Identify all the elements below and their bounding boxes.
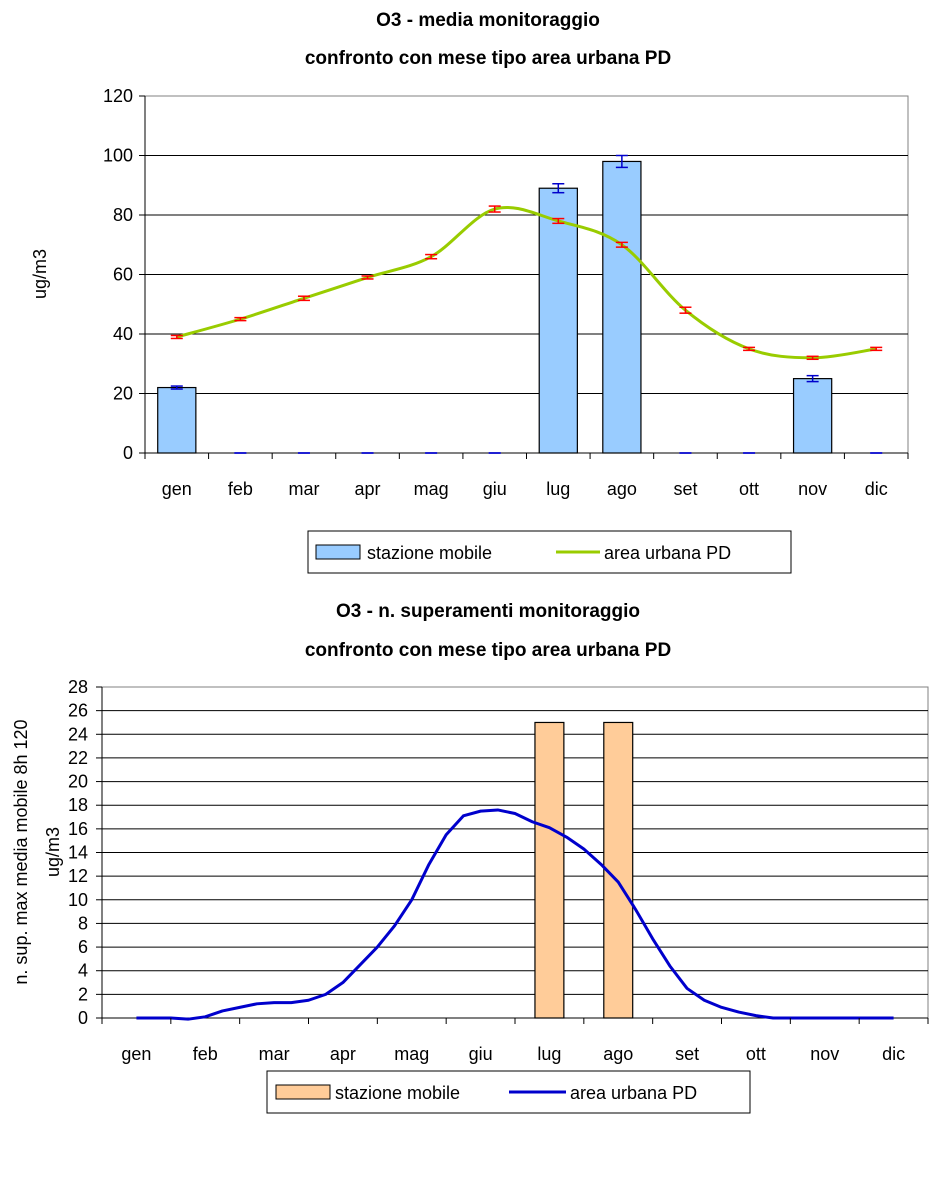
chart2-y-tick-label: 6 [78, 937, 88, 957]
chart2-legend-box [266, 1070, 751, 1114]
chart1-legend-bar-label: stazione mobile [367, 543, 492, 563]
chart2-y-tick-label: 0 [78, 1008, 88, 1028]
chart1-title-line1: O3 - media monitoraggio [376, 10, 600, 31]
chart1-y-tick-label: 120 [103, 86, 133, 106]
chart2-bars [534, 721, 634, 1019]
chart2-x-tick-label: lug [537, 1044, 561, 1064]
chart1-legend-box [307, 530, 792, 574]
chart1-title-line2: confronto con mese tipo area urbana PD [305, 48, 671, 69]
chart1-y-axis-label: ug/m3 [30, 249, 50, 299]
chart2-gridlines [102, 710, 928, 995]
chart1-legend-bar-swatch [315, 544, 361, 560]
chart1-x-tick-label: mar [288, 479, 319, 499]
chart2-bar [534, 721, 565, 1019]
chart1-gridlines [145, 155, 908, 394]
chart2-y-tick-label: 10 [68, 890, 88, 910]
chart2-x-tick-label: apr [330, 1044, 356, 1064]
chart2-y-tick-label: 22 [68, 748, 88, 768]
chart2-y-tick-label: 18 [68, 795, 88, 815]
chart2-line-series [136, 808, 894, 1021]
chart2-y-axis-label-line2: ug/m3 [43, 827, 63, 877]
chart2-x-ticks: gen feb mar apr mag giu lug ago set ott nov dic [101, 1018, 929, 1064]
chart2-y-tick-label: 2 [78, 984, 88, 1004]
chart2-y-tick-label: 8 [78, 913, 88, 933]
chart2-x-tick-label: mar [259, 1044, 290, 1064]
chart-media: O3 - media monitoraggio confronto con me… [30, 10, 909, 574]
chart1-x-tick-label: giu [483, 479, 507, 499]
chart2-x-tick-label: gen [121, 1044, 151, 1064]
chart1-y-tick-label: 60 [113, 265, 133, 285]
chart1-x-tick-label: ott [739, 479, 759, 499]
chart1-x-tick-label: gen [162, 479, 192, 499]
chart2-legend-bar-label: stazione mobile [335, 1083, 460, 1103]
chart2-title-line1: O3 - n. superamenti monitoraggio [336, 601, 640, 622]
chart1-y-tick-label: 0 [123, 443, 133, 463]
chart1-legend-line-label: area urbana PD [604, 543, 731, 563]
chart1-x-tick-label: nov [798, 479, 827, 499]
chart2-line-path [136, 808, 894, 1021]
chart2-y-tick-label: 16 [68, 819, 88, 839]
chart-superamenti: O3 - n. superamenti monitoraggio confron… [11, 601, 929, 1114]
chart1-y-tick-label: 40 [113, 324, 133, 344]
chart2-legend: stazione mobile area urbana PD [266, 1070, 751, 1114]
chart1-bar [792, 378, 833, 454]
chart1-y-tick-label: 100 [103, 146, 133, 166]
chart2-x-tick-label: dic [882, 1044, 905, 1064]
chart1-y-tick-label: 20 [113, 384, 133, 404]
chart2-y-tick-label: 4 [78, 961, 88, 981]
chart1-x-tick-label: mag [414, 479, 449, 499]
chart2-legend-bar-swatch [275, 1084, 331, 1100]
chart1-legend: stazione mobile area urbana PD [307, 530, 792, 574]
chart1-x-tick-label: set [673, 479, 697, 499]
chart1-bars [157, 154, 883, 454]
chart2-x-tick-label: set [675, 1044, 699, 1064]
chart2-x-tick-label: ago [603, 1044, 633, 1064]
chart1-x-tick-label: apr [355, 479, 381, 499]
chart2-y-tick-label: 28 [68, 677, 88, 697]
chart1-bar [602, 160, 642, 454]
chart2-y-tick-label: 24 [68, 724, 88, 744]
chart2-y-tick-label: 26 [68, 701, 88, 721]
chart1-bar [157, 386, 197, 454]
chart2-x-tick-label: feb [193, 1044, 218, 1064]
chart1-y-tick-label: 80 [113, 205, 133, 225]
chart1-x-tick-label: dic [865, 479, 888, 499]
chart2-y-tick-label: 20 [68, 772, 88, 792]
chart1-bar [538, 187, 578, 454]
chart2-x-tick-label: nov [810, 1044, 839, 1064]
chart2-title-line2: confronto con mese tipo area urbana PD [305, 640, 671, 661]
chart2-x-tick-label: ott [746, 1044, 766, 1064]
chart2-y-tick-label: 12 [68, 866, 88, 886]
chart1-line-series [170, 205, 883, 361]
chart2-y-tick-label: 14 [68, 843, 88, 863]
chart1-x-tick-label: ago [607, 479, 637, 499]
chart2-x-tick-label: mag [394, 1044, 429, 1064]
chart2-legend-line-label: area urbana PD [570, 1083, 697, 1103]
chart1-x-tick-label: lug [546, 479, 570, 499]
chart1-x-ticks: gen feb mar apr mag giu lug ago set ott nov dic [144, 453, 909, 499]
chart1-x-tick-label: feb [228, 479, 253, 499]
chart2-y-axis-label-line1: n. sup. max media mobile 8h 120 [11, 719, 31, 984]
chart2-x-tick-label: giu [469, 1044, 493, 1064]
